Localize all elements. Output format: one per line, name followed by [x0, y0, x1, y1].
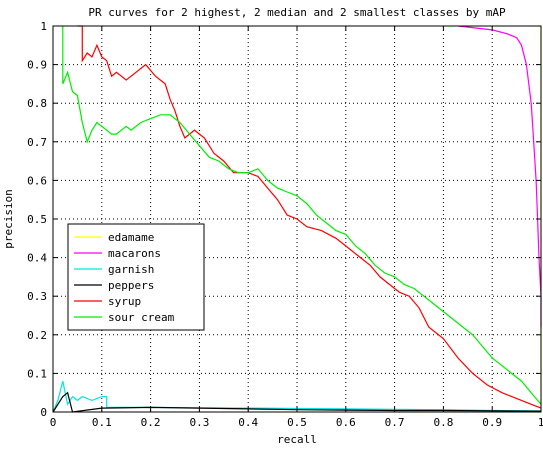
- y-tick-label: 0.3: [27, 290, 47, 303]
- x-tick-label: 0.7: [385, 416, 405, 429]
- x-axis-label: recall: [277, 433, 317, 446]
- x-tick-label: 0.3: [189, 416, 209, 429]
- x-tick-label: 0.8: [433, 416, 453, 429]
- y-tick-label: 0.6: [27, 174, 47, 187]
- y-tick-label: 0.8: [27, 97, 47, 110]
- x-tick-label: 0.5: [287, 416, 307, 429]
- x-tick-label: 0: [50, 416, 57, 429]
- x-tick-label: 0.6: [336, 416, 356, 429]
- y-tick-label: 0.9: [27, 59, 47, 72]
- legend-box: [67, 223, 205, 331]
- grid-lines: [53, 26, 541, 412]
- y-axis-label: precision: [2, 189, 15, 249]
- y-tick-label: 0.1: [27, 367, 47, 380]
- x-tick-label: 0.9: [482, 416, 502, 429]
- legend-label: sour cream: [108, 311, 175, 324]
- y-tick-label: 0.7: [27, 136, 47, 149]
- legend-label: peppers: [108, 279, 154, 292]
- legend: edamame macarons garnish peppers syrup sour c…: [67, 223, 205, 331]
- chart-title: PR curves for 2 highest, 2 median and 2 …: [88, 6, 506, 19]
- series-line-macarons: [457, 25, 542, 328]
- legend-label: syrup: [108, 295, 141, 308]
- y-tick-label: 0.5: [27, 213, 47, 226]
- series-line-sour-cream: [62, 26, 542, 405]
- x-tick-label: 0.1: [92, 416, 112, 429]
- x-tick-label: 0.2: [141, 416, 161, 429]
- y-tick-label: 0.2: [27, 329, 47, 342]
- y-tick-label: 1: [40, 20, 47, 33]
- y-tick-label: 0: [40, 406, 47, 419]
- x-tick-label: 0.4: [238, 416, 258, 429]
- series-line-garnish: [52, 380, 542, 413]
- legend-label: edamame: [108, 231, 154, 244]
- legend-label: garnish: [108, 263, 154, 276]
- x-tick-label: 1: [538, 416, 543, 429]
- y-tick-label: 0.4: [27, 252, 47, 265]
- axis-ticks: 0 0.1 0.2 0.3 0.4 0.5 0.6 0.7 0.8 0.9 1 0 0.1 0.2 0.3 0…: [27, 20, 543, 429]
- legend-label: macarons: [108, 247, 161, 260]
